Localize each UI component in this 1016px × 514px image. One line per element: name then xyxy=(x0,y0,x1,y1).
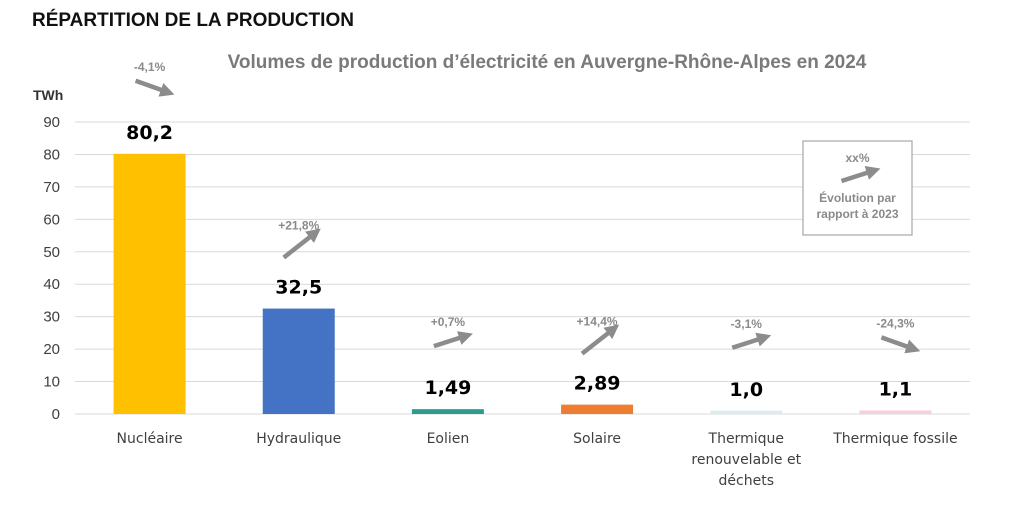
evolution-arrow xyxy=(433,331,473,349)
y-tick-label: 40 xyxy=(43,276,60,293)
category-label: Thermique xyxy=(708,431,784,447)
data-label: 32,5 xyxy=(275,277,322,299)
evolution-percent: +0,7% xyxy=(431,315,466,329)
legend-percent: xx% xyxy=(845,151,869,165)
category-label: déchets xyxy=(719,473,774,489)
legend-text: Évolution par xyxy=(819,190,896,205)
y-tick-label: 30 xyxy=(43,309,60,326)
y-tick-label: 50 xyxy=(43,244,60,261)
evolution-arrow xyxy=(880,335,921,354)
bar xyxy=(710,410,783,414)
data-label: 1,0 xyxy=(729,379,763,401)
bar xyxy=(561,404,634,414)
y-tick-label: 90 xyxy=(43,114,60,131)
evolution-percent: -24,3% xyxy=(876,316,914,330)
bar xyxy=(411,409,484,414)
data-label: 2,89 xyxy=(574,373,621,395)
category-label: Eolien xyxy=(427,431,470,447)
category-label: Thermique fossile xyxy=(832,431,957,447)
category-label: Solaire xyxy=(573,431,621,447)
category-label: renouvelable et xyxy=(691,452,801,468)
bar xyxy=(859,410,932,414)
legend-text: rapport à 2023 xyxy=(816,207,898,221)
section-heading: RÉPARTITION DE LA PRODUCTION xyxy=(32,10,354,31)
evolution-arrow xyxy=(134,78,175,97)
y-tick-label: 60 xyxy=(43,211,60,228)
data-label: 1,1 xyxy=(879,378,913,400)
legend-arrow xyxy=(840,166,881,184)
evolution-percent: +21,8% xyxy=(278,219,319,233)
category-label: Hydraulique xyxy=(256,431,341,447)
legend-box xyxy=(802,140,913,236)
evolution-arrow xyxy=(731,332,772,350)
category-label: Nucléaire xyxy=(117,431,183,447)
chart-title: Volumes de production d’électricité en A… xyxy=(227,52,867,73)
y-tick-label: 80 xyxy=(43,146,60,163)
evolution-percent: -3,1% xyxy=(731,317,763,331)
y-tick-label: 10 xyxy=(43,374,60,391)
y-tick-label: 0 xyxy=(52,406,60,423)
y-axis-unit: TWh xyxy=(33,87,63,103)
evolution-percent: +14,4% xyxy=(577,315,618,329)
evolution-arrow xyxy=(580,324,620,356)
evolution-percent: -4,1% xyxy=(134,60,166,74)
bar xyxy=(262,308,335,414)
bar xyxy=(113,153,186,414)
data-label: 1,49 xyxy=(424,377,471,399)
evolution-arrow xyxy=(282,228,321,260)
y-tick-label: 70 xyxy=(43,179,60,196)
y-tick-label: 20 xyxy=(43,341,60,358)
data-label: 80,2 xyxy=(126,122,173,144)
